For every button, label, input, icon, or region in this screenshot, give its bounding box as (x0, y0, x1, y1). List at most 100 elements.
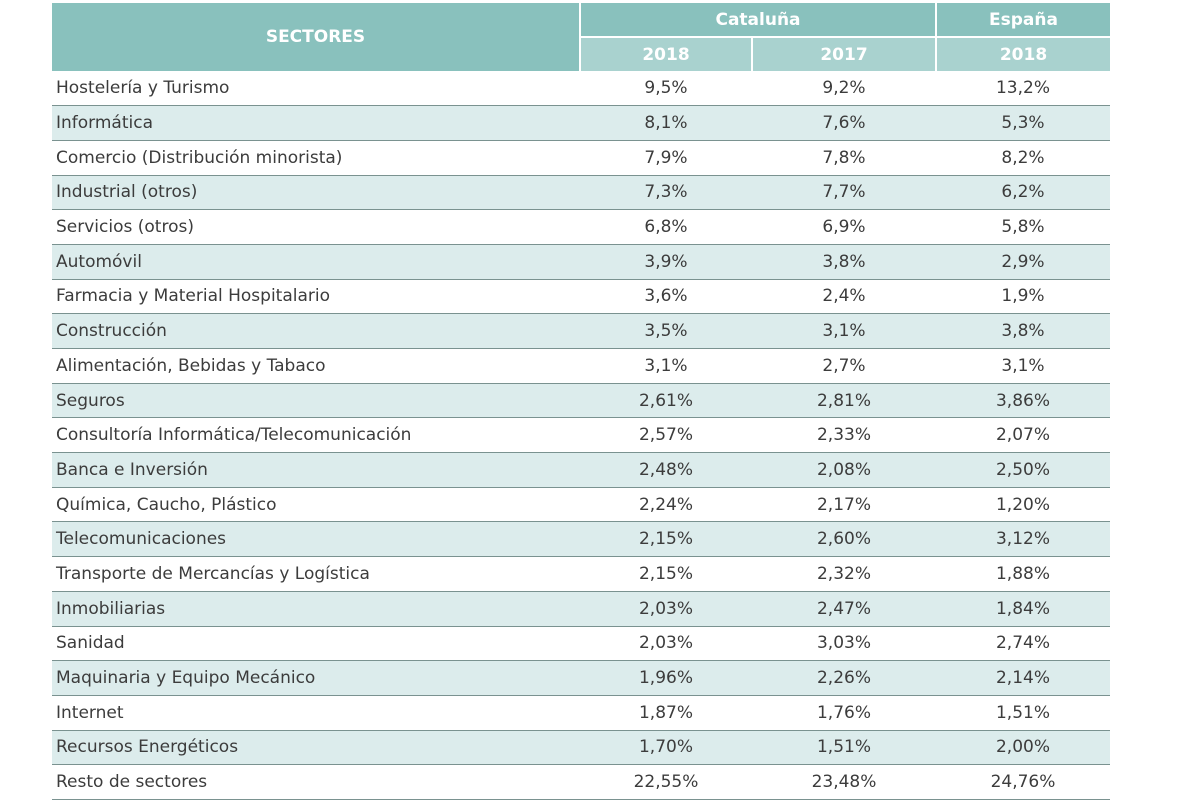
table-row: Informática 8,1% 7,6% 5,3% (52, 105, 1110, 141)
cataluna-2017-cell: 2,33% (752, 417, 936, 454)
sector-name-cell: Transporte de Mercancías y Logística (52, 556, 580, 592)
cataluna-2018-cell: 2,03% (580, 626, 752, 662)
cataluna-2018-cell: 2,61% (580, 383, 752, 419)
espana-2018-cell: 13,2% (936, 71, 1110, 107)
cataluna-2017-cell: 9,2% (752, 71, 936, 107)
cataluna-2017-cell: 2,60% (752, 521, 936, 558)
sector-name-cell: Internet (52, 695, 580, 731)
cataluna-2018-cell: 2,15% (580, 556, 752, 592)
table-row: Sanidad 2,03% 3,03% 2,74% (52, 626, 1110, 662)
cataluna-2017-cell: 3,03% (752, 626, 936, 662)
cataluna-2017-cell: 3,8% (752, 244, 936, 280)
table-row: Construcción 3,5% 3,1% 3,8% (52, 313, 1110, 349)
table-row: Seguros 2,61% 2,81% 3,86% (52, 383, 1110, 419)
cataluna-2018-cell: 1,96% (580, 660, 752, 696)
table-row: Automóvil 3,9% 3,8% 2,9% (52, 244, 1110, 280)
cataluna-2017-cell: 7,7% (752, 175, 936, 211)
espana-2018-cell: 24,76% (936, 764, 1110, 800)
cataluna-2017-cell: 2,4% (752, 279, 936, 315)
table-row: Inmobiliarias 2,03% 2,47% 1,84% (52, 591, 1110, 627)
year-header-cataluna-2018: 2018 (579, 36, 752, 71)
year-header-espana-2018: 2018 (935, 36, 1110, 71)
espana-2018-cell: 1,51% (936, 695, 1110, 731)
espana-2018-cell: 1,84% (936, 591, 1110, 627)
espana-2018-cell: 3,8% (936, 313, 1110, 349)
sectors-table: SECTORES Cataluña España 2018 2017 2018 … (52, 3, 1110, 800)
header-row-years: 2018 2017 2018 (52, 36, 1110, 71)
sector-name-cell: Resto de sectores (52, 764, 580, 800)
table-row: Consultoría Informática/Telecomunicación… (52, 417, 1110, 454)
cataluna-2017-cell: 1,76% (752, 695, 936, 731)
cataluna-2017-cell: 2,32% (752, 556, 936, 592)
cataluna-2018-cell: 6,8% (580, 209, 752, 245)
espana-2018-cell: 5,8% (936, 209, 1110, 245)
cataluna-2018-cell: 8,1% (580, 105, 752, 141)
espana-2018-cell: 2,9% (936, 244, 1110, 280)
table-row: Industrial (otros) 7,3% 7,7% 6,2% (52, 175, 1110, 211)
cataluna-2018-cell: 3,9% (580, 244, 752, 280)
espana-2018-cell: 2,50% (936, 452, 1110, 488)
table-row: Farmacia y Material Hospitalario 3,6% 2,4%… (52, 279, 1110, 315)
table-row: Resto de sectores 22,55% 23,48% 24,76% (52, 764, 1110, 800)
cataluna-2018-cell: 3,1% (580, 348, 752, 384)
espana-2018-cell: 3,12% (936, 521, 1110, 558)
cataluna-2018-cell: 2,15% (580, 521, 752, 558)
year-header-cataluna-2017: 2017 (751, 36, 936, 71)
table-row: Química, Caucho, Plástico 2,24% 2,17% 1,20% (52, 487, 1110, 523)
table-row: Alimentación, Bebidas y Tabaco 3,1% 2,7% 3,… (52, 348, 1110, 384)
sector-name-cell: Informática (52, 105, 580, 141)
cataluna-2017-cell: 2,47% (752, 591, 936, 627)
table-row: Internet 1,87% 1,76% 1,51% (52, 695, 1110, 731)
cataluna-2017-cell: 2,26% (752, 660, 936, 696)
sector-name-cell: Sanidad (52, 626, 580, 662)
espana-2018-cell: 6,2% (936, 175, 1110, 211)
sector-name-cell: Construcción (52, 313, 580, 349)
cataluna-2017-cell: 2,7% (752, 348, 936, 384)
table-row: Telecomunicaciones 2,15% 2,60% 3,12% (52, 521, 1110, 558)
cataluna-2018-cell: 22,55% (580, 764, 752, 800)
cataluna-2018-cell: 2,48% (580, 452, 752, 488)
sector-name-cell: Hostelería y Turismo (52, 71, 580, 107)
sector-name-cell: Automóvil (52, 244, 580, 280)
cataluna-2017-cell: 1,51% (752, 730, 936, 766)
sector-name-cell: Comercio (Distribución minorista) (52, 140, 580, 176)
table-row: Transporte de Mercancías y Logística 2,15… (52, 556, 1110, 592)
sector-name-cell: Servicios (otros) (52, 209, 580, 245)
header-row-groups: SECTORES Cataluña España (52, 3, 1110, 71)
table-row: Hostelería y Turismo 9,5% 9,2% 13,2% (52, 71, 1110, 107)
table-row: Recursos Energéticos 1,70% 1,51% 2,00% (52, 730, 1110, 766)
cataluna-2017-cell: 23,48% (752, 764, 936, 800)
cataluna-2017-cell: 2,81% (752, 383, 936, 419)
cataluna-2018-cell: 7,9% (580, 140, 752, 176)
sector-name-cell: Industrial (otros) (52, 175, 580, 211)
cataluna-2018-cell: 3,6% (580, 279, 752, 315)
cataluna-2017-cell: 7,6% (752, 105, 936, 141)
espana-2018-cell: 2,74% (936, 626, 1110, 662)
cataluna-2017-cell: 2,08% (752, 452, 936, 488)
cataluna-2018-cell: 7,3% (580, 175, 752, 211)
espana-2018-cell: 3,86% (936, 383, 1110, 419)
table-body: Hostelería y Turismo 9,5% 9,2% 13,2% Informá… (52, 71, 1110, 800)
sector-name-cell: Seguros (52, 383, 580, 419)
cataluna-2018-cell: 3,5% (580, 313, 752, 349)
sector-name-cell: Alimentación, Bebidas y Tabaco (52, 348, 580, 384)
espana-2018-cell: 3,1% (936, 348, 1110, 384)
espana-2018-cell: 2,14% (936, 660, 1110, 696)
group-header-cataluna: Cataluña (579, 3, 936, 37)
cataluna-2017-cell: 6,9% (752, 209, 936, 245)
table-row: Maquinaria y Equipo Mecánico 1,96% 2,26% 2,… (52, 660, 1110, 696)
cataluna-2018-cell: 1,70% (580, 730, 752, 766)
espana-2018-cell: 2,07% (936, 417, 1110, 454)
cataluna-2018-cell: 2,24% (580, 487, 752, 523)
espana-2018-cell: 1,88% (936, 556, 1110, 592)
table-row: Servicios (otros) 6,8% 6,9% 5,8% (52, 209, 1110, 245)
cataluna-2018-cell: 2,03% (580, 591, 752, 627)
espana-2018-cell: 1,9% (936, 279, 1110, 315)
cataluna-2018-cell: 9,5% (580, 71, 752, 107)
cataluna-2018-cell: 1,87% (580, 695, 752, 731)
sector-name-cell: Inmobiliarias (52, 591, 580, 627)
espana-2018-cell: 8,2% (936, 140, 1110, 176)
sector-name-cell: Telecomunicaciones (52, 521, 580, 558)
cataluna-2017-cell: 2,17% (752, 487, 936, 523)
sector-name-cell: Maquinaria y Equipo Mecánico (52, 660, 580, 696)
